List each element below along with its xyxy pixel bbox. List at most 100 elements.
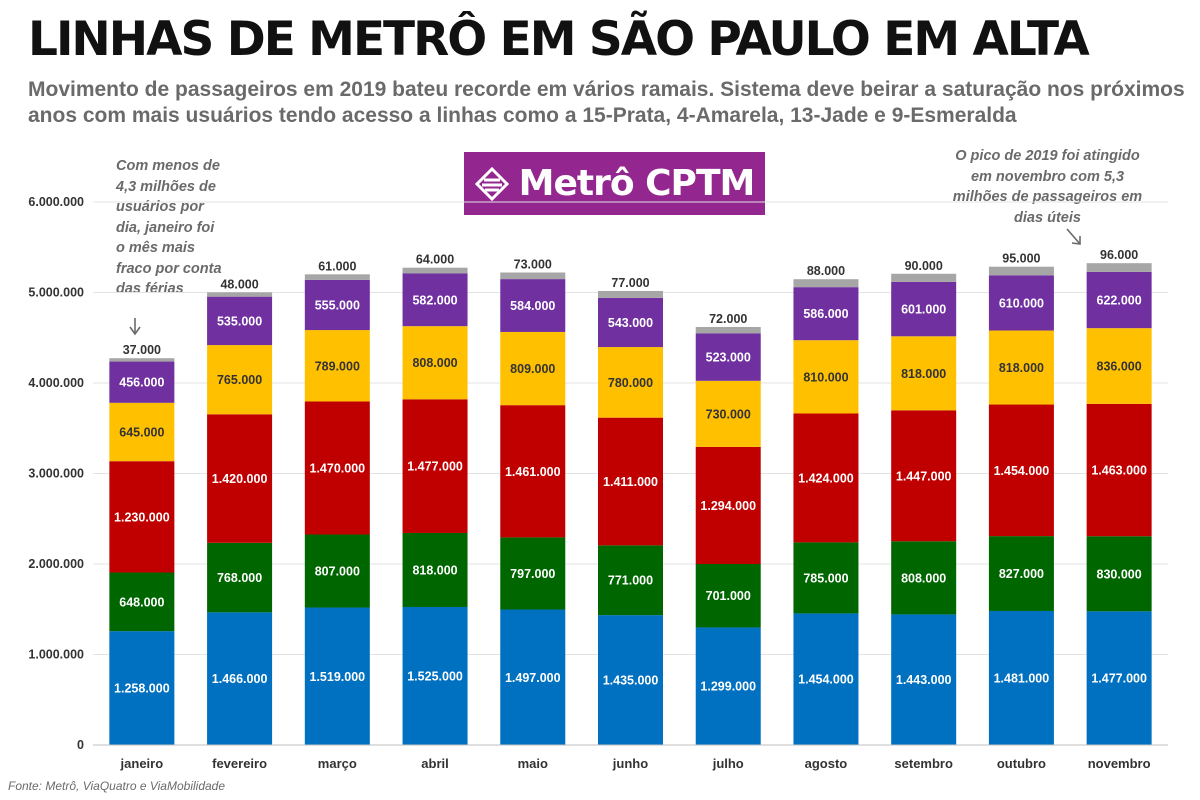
y-tick-label: 4.000.000 (28, 376, 84, 390)
x-category-label: janeiro (120, 756, 164, 771)
bar-segment-label: 785.000 (803, 571, 848, 585)
bar-segment (988, 330, 1054, 405)
bar-segment (695, 380, 761, 447)
bar-segment-label: 808.000 (412, 356, 457, 370)
bar-top-label: 96.000 (1100, 248, 1138, 262)
metro-logo-icon (474, 166, 509, 201)
x-category-label: fevereiro (212, 756, 267, 771)
bar-segment-label: 730.000 (706, 407, 751, 421)
arrow-down-right-icon (1066, 228, 1081, 245)
bar-segment-label: 827.000 (999, 567, 1044, 581)
bar-segment (891, 281, 957, 337)
bar-segment (598, 545, 663, 616)
x-category-label: novembro (1088, 756, 1151, 771)
bar-segment (891, 614, 957, 745)
bar-segment-label: 456.000 (119, 376, 164, 390)
bar-segment-label: 1.519.000 (310, 670, 366, 684)
bar-segment-label: 830.000 (1097, 567, 1142, 581)
source-note: Fonte: Metrô, ViaQuatro e ViaMobilidade (8, 779, 226, 793)
bar-segment-label: 836.000 (1097, 359, 1142, 373)
bar-segment-label: 1.230.000 (114, 510, 170, 524)
bar-segment (891, 273, 957, 282)
bar-top-label: 95.000 (1002, 252, 1040, 266)
page-title: LINHAS DE METRÔ EM SÃO PAULO EM ALTA (28, 12, 1090, 67)
bar-segment-label: 1.454.000 (994, 464, 1050, 478)
bar-segment (402, 606, 468, 745)
annotation-arrows (129, 228, 1081, 336)
bar-top-label: 72.000 (709, 312, 747, 326)
bar-segment (207, 296, 273, 346)
bar-segment (304, 274, 370, 280)
bar-segment-label: 765.000 (217, 373, 262, 387)
bar-segment-label: 768.000 (217, 571, 262, 585)
bar-segment-label: 610.000 (999, 296, 1044, 310)
bar-segment-label: 543.000 (608, 316, 653, 330)
bar-segment (500, 537, 566, 610)
bar-top-label: 73.000 (514, 257, 552, 271)
bar-segment (1086, 536, 1152, 612)
bar-segment (500, 609, 566, 745)
bar-segment (793, 287, 859, 341)
bar-segment (695, 627, 761, 745)
bar-segment-label: 1.463.000 (1091, 464, 1147, 478)
x-category-label: agosto (805, 756, 848, 771)
bar-segment (988, 404, 1054, 537)
arrow-down-icon (129, 318, 141, 336)
bar-segment-label: 1.481.000 (994, 671, 1050, 685)
bar-segment-label: 808.000 (901, 571, 946, 585)
bar-segment-label: 1.470.000 (310, 461, 366, 475)
bar-segment-label: 1.424.000 (798, 471, 854, 485)
bar-segment-label: 1.525.000 (407, 669, 463, 683)
bar-segment (891, 336, 957, 411)
bar-segment (1086, 271, 1152, 329)
x-category-label: setembro (894, 756, 953, 771)
bar-segment-label: 645.000 (119, 426, 164, 440)
bar-segment (402, 273, 468, 327)
bar-segment-label: 1.466.000 (212, 672, 268, 686)
bar-segment-label: 1.477.000 (407, 460, 463, 474)
page-subtitle: Movimento de passageiros em 2019 bateu r… (28, 78, 1185, 127)
bar-segment-label: 818.000 (999, 361, 1044, 375)
logo-text: Metrô CPTM (518, 163, 756, 204)
bar-segment (402, 399, 468, 533)
bar-segment (109, 402, 175, 462)
bar-segment-label: 818.000 (901, 367, 946, 381)
bar-segment-label: 1.497.000 (505, 671, 561, 685)
bar-segment-label: 810.000 (803, 370, 848, 384)
bar-segment-label: 1.454.000 (798, 673, 854, 687)
bar-top-label: 48.000 (220, 277, 258, 291)
bar-segment (1086, 611, 1152, 745)
x-category-label: março (318, 756, 357, 771)
y-tick-label: 1.000.000 (28, 648, 84, 662)
bar-segment-label: 523.000 (706, 351, 751, 365)
y-tick-label: 2.000.000 (28, 557, 84, 571)
bar-segment-label: 622.000 (1097, 294, 1142, 308)
bar-segment-label: 601.000 (901, 303, 946, 317)
bar-segment (500, 331, 566, 406)
bar-segment-label: 701.000 (706, 589, 751, 603)
bar-segment-label: 780.000 (608, 376, 653, 390)
bar-segment-label: 535.000 (217, 314, 262, 328)
bar-segment (304, 534, 370, 608)
bar-segment-label: 1.435.000 (603, 674, 659, 688)
y-tick-label: 3.000.000 (28, 467, 84, 481)
bar-segment (793, 279, 859, 288)
bar-segment (207, 292, 273, 297)
bar-segment-label: 771.000 (608, 574, 653, 588)
bar-segment (500, 272, 566, 280)
bar-top-label: 61.000 (318, 259, 356, 273)
bar-segment-label: 1.461.000 (505, 465, 561, 479)
bar-segment (1086, 263, 1152, 272)
bar-segment-label: 807.000 (315, 565, 360, 579)
bar-segment (988, 266, 1054, 276)
bar-segment-label: 584.000 (510, 299, 555, 313)
bar-segment (500, 405, 566, 538)
bar-segment (109, 358, 175, 362)
bar-segment (695, 326, 761, 334)
y-tick-label: 6.000.000 (28, 195, 84, 209)
annotation-january: Com menos de 4,3 milhões de usuários por… (116, 158, 222, 297)
bar-segment-label: 809.000 (510, 362, 555, 376)
bar-segment (793, 542, 859, 614)
annotation-november: O pico de 2019 foi atingido em novembro … (952, 148, 1143, 226)
